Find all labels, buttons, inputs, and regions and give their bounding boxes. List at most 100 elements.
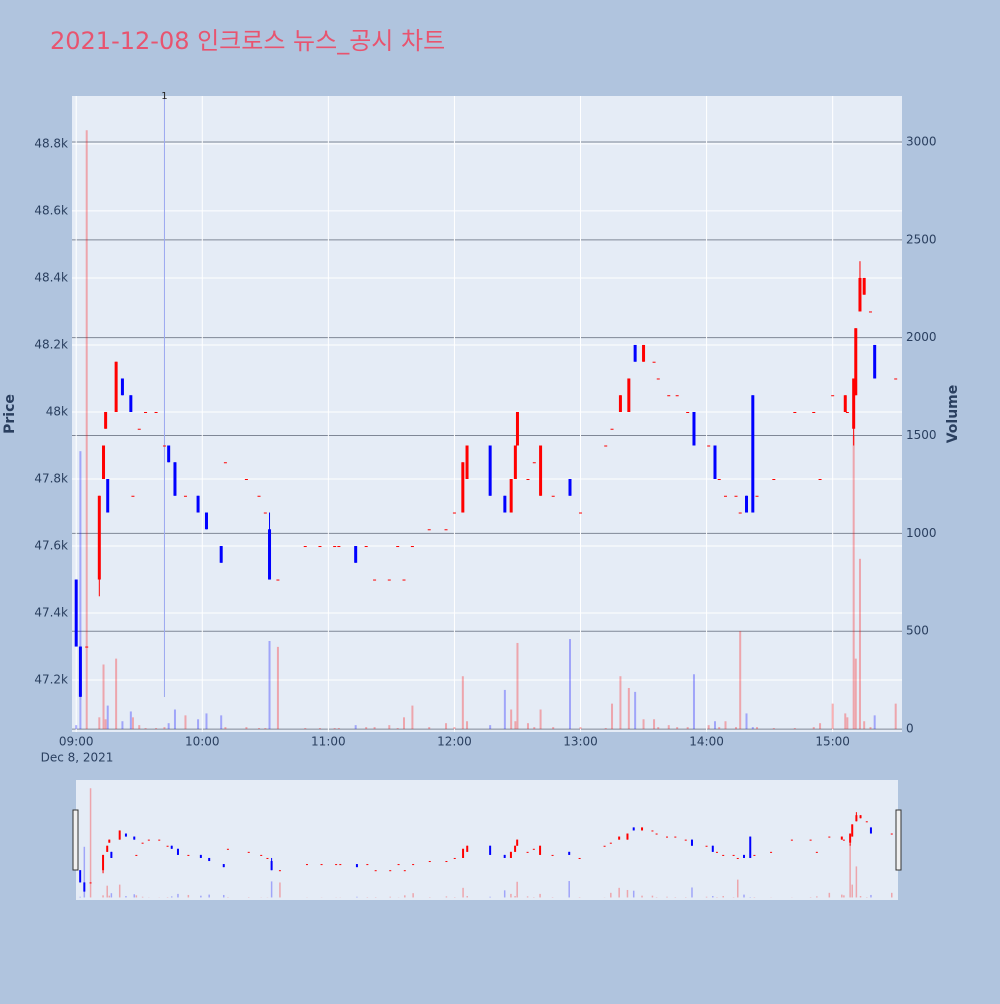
candle-body	[466, 445, 469, 479]
volume-bar	[277, 647, 279, 729]
volume-bar	[119, 885, 121, 898]
candle-body	[268, 529, 271, 579]
volume-bar	[853, 436, 855, 730]
y2-axis-title: Volume	[945, 385, 961, 444]
volume-bar	[174, 709, 176, 729]
candle-body	[569, 479, 572, 496]
candle-body	[260, 855, 262, 856]
candle-body	[184, 496, 187, 497]
volume-bar	[105, 719, 107, 729]
candle-body	[187, 855, 189, 856]
candle-body	[135, 855, 137, 856]
candle-body	[248, 852, 250, 853]
candle-body	[756, 496, 759, 497]
candle-body	[125, 834, 127, 837]
volume-bar	[75, 725, 77, 729]
candle-body	[854, 328, 857, 395]
volume-bar	[466, 896, 468, 897]
candle-body	[686, 412, 689, 413]
range-handle-right[interactable]	[896, 810, 901, 870]
candle-body	[604, 445, 607, 446]
volume-bar	[109, 896, 111, 898]
candle-body	[155, 412, 158, 413]
candle-body	[504, 855, 506, 858]
candle-body	[869, 311, 872, 312]
candle-body	[106, 846, 108, 852]
volume-bar	[735, 727, 737, 729]
candle-body	[745, 496, 748, 513]
candle-body	[148, 840, 150, 841]
candle-body	[579, 858, 581, 859]
volume-bar	[411, 706, 413, 729]
candle-body	[831, 395, 834, 396]
candle-body	[276, 580, 279, 581]
y2-tick-label: 2500	[906, 232, 937, 246]
candle-body	[388, 580, 391, 581]
volume-bar	[355, 725, 357, 729]
volume-bar	[724, 721, 726, 729]
volume-bar	[552, 727, 554, 729]
volume-bar	[510, 894, 512, 898]
candle-body	[453, 513, 456, 514]
volume-bar	[177, 894, 179, 898]
volume-bar	[628, 688, 630, 729]
volume-bar	[746, 713, 748, 729]
candle-body	[819, 479, 822, 480]
volume-bar	[533, 727, 535, 729]
candle-body	[510, 479, 513, 513]
volume-bar	[489, 725, 491, 729]
x-tick-label: 15:00	[815, 735, 850, 749]
volume-bar	[819, 723, 821, 729]
volume-bar	[489, 897, 491, 898]
volume-bar	[132, 717, 134, 729]
range-slider[interactable]	[76, 780, 898, 900]
volume-bar	[79, 897, 81, 898]
candle-body	[75, 580, 78, 647]
candle-body	[743, 855, 745, 858]
candle-body	[604, 846, 606, 847]
x-tick-label: 12:00	[437, 735, 472, 749]
volume-bar	[184, 715, 186, 729]
volume-bar	[618, 888, 620, 898]
candle-body	[849, 834, 851, 843]
volume-bar	[271, 881, 273, 897]
candle-body	[365, 546, 368, 547]
volume-bar	[641, 896, 643, 898]
volume-bar	[130, 711, 132, 729]
volume-bar	[107, 706, 109, 729]
candle-body	[142, 843, 144, 844]
chart-title: 2021-12-08 인크로스 뉴스_공시 차트	[50, 27, 445, 55]
volume-bar	[138, 725, 140, 729]
volume-bar	[718, 727, 720, 729]
volume-bar	[98, 717, 100, 729]
volume-bar	[610, 893, 612, 898]
candle-body	[119, 830, 121, 839]
volume-bar	[860, 896, 862, 897]
volume-bar	[849, 844, 851, 898]
volume-bar	[611, 704, 613, 729]
y2-tick-label: 1000	[906, 526, 937, 540]
candle-body	[618, 837, 620, 840]
y-tick-label: 48.2k	[34, 337, 68, 351]
candle-body	[812, 412, 815, 413]
candle-body	[514, 445, 517, 479]
candle-body	[674, 837, 676, 838]
y-tick-label: 48.4k	[34, 270, 68, 284]
volume-bar	[356, 897, 358, 898]
candle-body	[412, 864, 414, 865]
volume-bar	[453, 727, 455, 729]
candle-body	[356, 864, 358, 867]
y-axis-title: Price	[2, 394, 18, 434]
candle-body	[466, 846, 468, 852]
volume-bar	[870, 895, 872, 897]
volume-bar	[843, 895, 845, 897]
volume-bar	[844, 713, 846, 729]
candle-body	[337, 546, 340, 547]
volume-bar	[334, 728, 336, 729]
volume-bar	[841, 895, 843, 898]
x-tick-label: 13:00	[563, 735, 598, 749]
candle-body	[503, 496, 506, 513]
volume-bar	[446, 896, 448, 897]
volume-bar	[687, 727, 689, 729]
range-handle-left[interactable]	[73, 810, 78, 870]
